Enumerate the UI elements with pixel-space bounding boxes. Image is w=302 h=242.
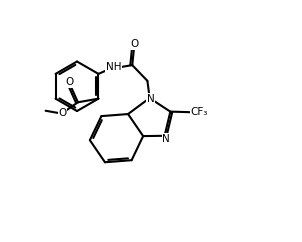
Text: NH: NH [106, 62, 121, 72]
Text: N: N [162, 134, 170, 144]
Text: CF₃: CF₃ [190, 107, 208, 117]
Text: O: O [66, 77, 74, 87]
Text: N: N [146, 94, 154, 104]
Text: O: O [130, 39, 138, 49]
Text: O: O [58, 108, 66, 118]
